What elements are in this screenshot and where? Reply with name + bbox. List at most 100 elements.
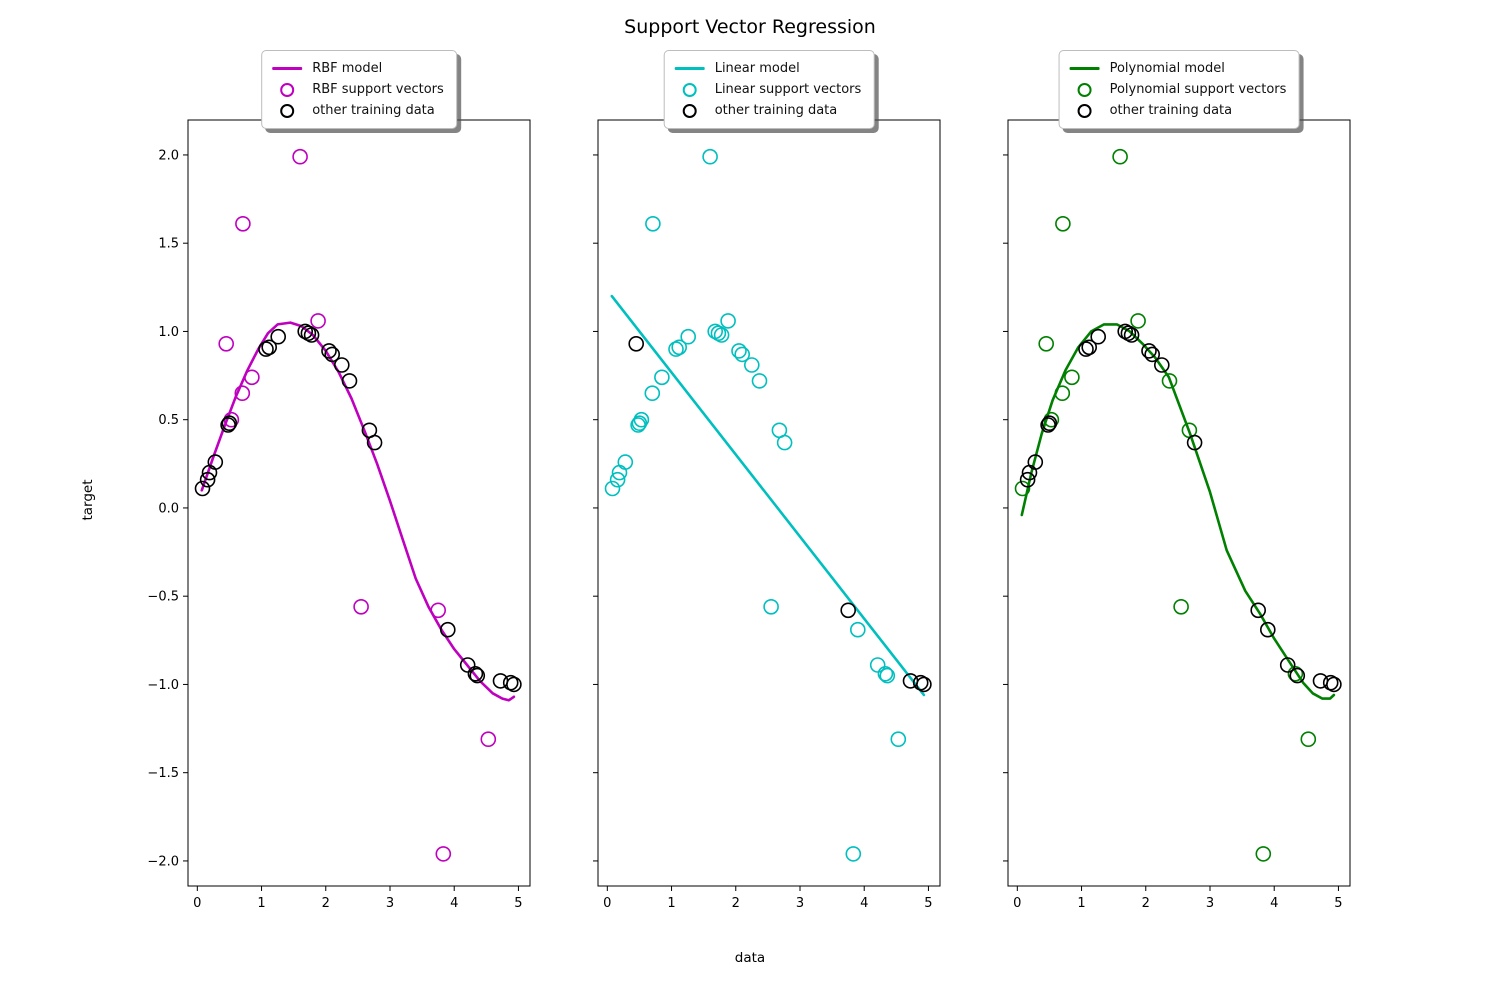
training-point [1322,674,1339,691]
x-tick-label: 0 [603,896,611,911]
training-point [1123,327,1140,343]
rbf-support-vector-point [435,846,452,862]
axes-box [187,119,531,887]
x-tick-label: 3 [796,896,804,911]
y-tick-label: −1.0 [147,678,179,693]
x-tick-label: 2 [732,896,740,911]
linear-support-vector-point [604,480,621,497]
y-tick-label: 0.0 [158,501,179,516]
training-point [492,673,509,689]
linear-support-vector-point [609,471,626,488]
linear-support-vector-point [731,343,747,359]
training-point [1312,673,1329,689]
legend-circle-swatch-cell [1070,103,1100,118]
linear-support-vector-point [890,731,907,748]
legend-line-swatch-cell [1069,67,1100,70]
x-tick-label: 2 [322,896,330,911]
linear-support-vector-point [763,598,779,615]
legend-item: other training data [272,100,444,121]
linear-support-vector-point [879,667,896,684]
rbf-support-vector-point [234,385,251,402]
x-tick-label: 0 [193,896,201,911]
training-point [502,674,519,691]
legend-line-swatch [674,67,705,70]
subplot-rbf: 0 1 2 3 4 5 2.0 1.5 1.0 0.5 0.0 −0.5 −1.0 −1.5 −2.0 [147,119,531,911]
polynomial-support-vector-point [1014,480,1031,497]
polynomial-support-vector-point [1130,313,1146,329]
linear-support-vector-point [671,339,688,356]
x-tick-label: 5 [1334,896,1342,911]
training-point [366,434,383,451]
rbf-support-vector-point [430,602,447,619]
linear-support-vector-point [633,411,650,428]
x-tick-label: 2 [1142,896,1150,911]
training-point [207,454,224,470]
linear-support-vector-point [713,327,730,343]
linear-support-vector-point [751,373,768,389]
linear-support-vector-point [617,454,634,470]
training-point [199,471,216,488]
axes-box [597,119,941,887]
legend-label: Linear model [714,61,800,76]
rbf-support-vector-point [292,148,308,165]
training-point [459,657,476,673]
legend-circle-swatch [280,103,295,118]
polynomial-support-vector-point [1055,216,1071,232]
y-tick-label: 1.5 [158,237,179,252]
x-tick-label: 3 [1206,896,1214,911]
training-point [1078,341,1094,357]
legend-circle-swatch-cell [1070,82,1100,97]
training-point [628,335,645,352]
polynomial-support-vector-point [1112,148,1128,165]
linear-support-vector-point [877,665,894,682]
x-tick-label: 5 [514,896,522,911]
legend-item: Linear support vectors [675,79,862,100]
legend-line-swatch [1069,67,1100,70]
legend-circle-swatch [682,103,697,118]
x-tick-label: 4 [1270,896,1278,911]
legend-item: Polynomial support vectors [1070,79,1286,100]
linear-support-vector-point [680,328,697,345]
y-tick-label: 1.0 [158,325,179,340]
legend-circle-swatch [280,82,295,97]
training-point [1279,657,1296,673]
training-point [469,667,486,684]
legend-polynomial: Polynomial model Polynomial support vecto… [1058,50,1300,129]
legend-item: other training data [1070,100,1287,121]
y-tick-label: −2.0 [147,854,179,869]
y-tick-label: 2.0 [158,148,179,163]
legend-circle-swatch-cell [272,103,302,118]
training-point [1154,357,1170,373]
legend-label: Polynomial model [1109,61,1225,76]
rbf-support-vector-point [310,313,326,329]
training-point [1186,434,1203,451]
legend-item: Linear model [674,58,862,79]
x-tick-label: 5 [924,896,932,911]
legend-rbf: RBF model RBF support vectors other traini… [261,50,457,129]
linear-support-vector-point [776,434,793,451]
linear-support-vector-point [710,325,727,342]
training-point [1141,343,1157,359]
training-point [1041,415,1058,432]
rbf-support-vector-point [235,216,251,232]
polynomial-support-vector-point [1054,385,1071,402]
x-tick-label: 4 [860,896,868,911]
figure-title: Support Vector Regression [624,16,876,38]
training-point [1120,325,1137,342]
subplot-linear: 0 1 2 3 4 5 [593,119,941,911]
legend-label: Linear support vectors [714,82,862,97]
linear-support-vector-point [702,148,718,165]
axes-box [1007,119,1351,887]
training-point [1326,676,1342,693]
training-point [1289,667,1306,684]
training-point [1019,471,1036,488]
training-point [321,343,337,359]
training-point [506,676,522,693]
linear-support-vector-point [869,657,886,673]
legend-label: other training data [1109,103,1233,118]
subplot-polynomial: 0 1 2 3 4 5 [1003,119,1351,911]
training-point [439,621,456,638]
legend-line-swatch [272,67,303,70]
